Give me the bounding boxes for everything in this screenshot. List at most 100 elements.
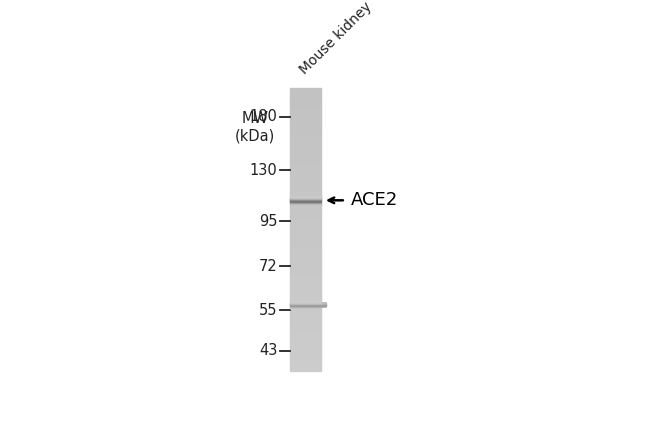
Bar — [291, 369, 320, 370]
Bar — [291, 260, 320, 261]
Bar — [291, 98, 320, 99]
Bar — [291, 190, 320, 191]
Bar — [291, 97, 320, 98]
Bar — [291, 261, 320, 262]
Bar — [291, 113, 320, 114]
Bar — [291, 140, 320, 141]
Bar — [291, 89, 320, 90]
Bar — [291, 245, 320, 246]
Bar — [291, 110, 320, 111]
Bar — [291, 266, 320, 267]
Text: 180: 180 — [250, 109, 277, 124]
Bar — [291, 146, 320, 147]
Bar — [291, 309, 320, 311]
Bar — [291, 145, 320, 146]
Bar — [291, 264, 320, 265]
Bar — [291, 191, 320, 192]
Bar — [291, 131, 320, 133]
Bar — [291, 185, 320, 186]
Bar — [291, 200, 320, 201]
Bar — [291, 350, 320, 351]
Bar — [291, 199, 320, 200]
Bar — [291, 273, 320, 275]
Bar — [291, 102, 320, 103]
Bar — [291, 198, 320, 199]
Bar — [291, 159, 320, 160]
Bar — [291, 122, 320, 123]
Bar — [291, 142, 320, 143]
Bar — [291, 249, 320, 250]
Bar — [291, 174, 320, 175]
Bar — [291, 224, 320, 225]
Bar — [291, 230, 320, 231]
Bar — [291, 170, 320, 171]
Bar — [291, 154, 320, 155]
Bar — [291, 178, 320, 179]
Bar — [291, 134, 320, 135]
Bar — [291, 184, 320, 185]
Bar — [291, 284, 320, 285]
Bar — [291, 276, 320, 277]
Bar — [291, 336, 320, 337]
Bar — [291, 207, 320, 208]
Bar — [291, 227, 320, 228]
Bar — [291, 232, 320, 233]
Bar — [291, 222, 320, 223]
Text: Mouse kidney: Mouse kidney — [297, 0, 374, 77]
Bar — [291, 107, 320, 108]
Bar — [291, 117, 320, 118]
Bar — [291, 165, 320, 166]
Bar — [291, 141, 320, 142]
Bar — [291, 351, 320, 352]
Bar — [291, 289, 320, 291]
Bar — [291, 136, 320, 137]
Bar — [291, 360, 320, 361]
Bar — [291, 248, 320, 249]
Bar — [291, 237, 320, 238]
Bar — [291, 305, 320, 306]
Bar — [291, 275, 320, 276]
Bar — [291, 300, 320, 301]
Bar — [291, 297, 320, 298]
Bar — [291, 151, 320, 152]
Bar — [291, 358, 320, 360]
Bar — [291, 208, 320, 210]
Bar — [291, 238, 320, 239]
Bar — [291, 109, 320, 110]
Bar — [291, 217, 320, 218]
Bar — [291, 124, 320, 125]
Bar — [291, 244, 320, 245]
Bar — [291, 301, 320, 302]
Text: 43: 43 — [259, 343, 277, 358]
Bar — [291, 331, 320, 332]
Bar — [291, 118, 320, 119]
Bar — [291, 135, 320, 136]
Bar — [291, 111, 320, 113]
Bar — [291, 293, 320, 295]
Text: 55: 55 — [259, 303, 277, 318]
Bar — [291, 368, 320, 369]
Bar — [291, 108, 320, 109]
Bar — [291, 139, 320, 140]
Bar — [291, 179, 320, 180]
Bar — [291, 205, 320, 206]
Bar — [291, 254, 320, 255]
Bar — [291, 253, 320, 254]
Bar — [291, 192, 320, 194]
Bar — [291, 153, 320, 154]
Bar — [291, 172, 320, 173]
Bar — [291, 299, 320, 300]
Bar — [291, 189, 320, 190]
Bar — [291, 194, 320, 195]
Bar — [291, 218, 320, 219]
Bar — [291, 302, 320, 303]
Bar — [291, 262, 320, 263]
Bar — [291, 337, 320, 338]
Bar — [291, 183, 320, 184]
Bar — [291, 296, 320, 297]
Bar — [291, 211, 320, 212]
Bar — [291, 181, 320, 182]
Bar — [291, 257, 320, 259]
Bar — [291, 164, 320, 165]
Bar — [291, 247, 320, 248]
